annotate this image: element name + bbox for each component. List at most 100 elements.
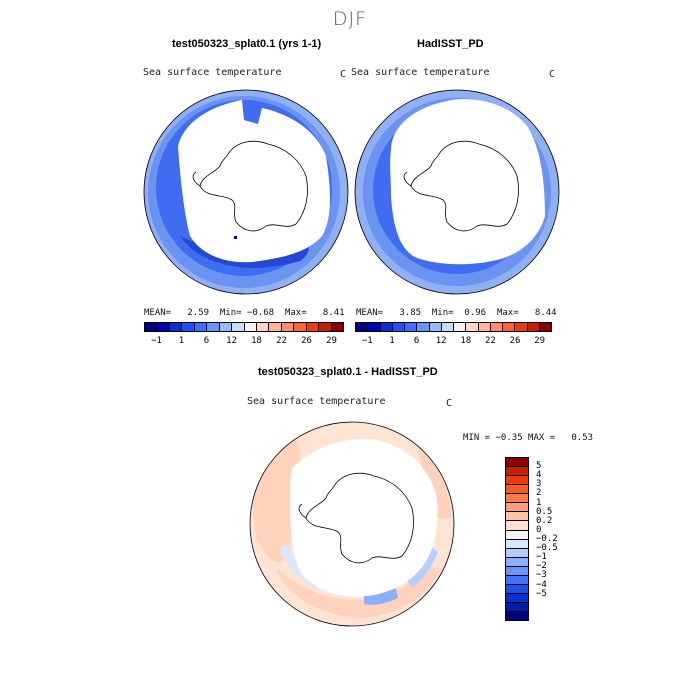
- right-colorbar-swatch-5: [417, 323, 430, 331]
- right-colorbar-swatch-13: [515, 323, 528, 331]
- left-colorbar-tick-label: 22: [276, 336, 287, 346]
- right-colorbar-tick-label: 18: [460, 336, 472, 346]
- diff-colorbar-label: −0.2: [536, 534, 558, 544]
- right-colorbar-swatch-9: [466, 323, 479, 331]
- left-colorbar-swatch-14: [319, 323, 332, 331]
- right-panel-title: HadISST_PD: [417, 38, 484, 50]
- left-colorbar-swatch-15: [331, 323, 343, 331]
- diff-colorbar-label: 3: [536, 479, 542, 490]
- diff-panel-unit: C: [446, 398, 453, 409]
- diff-colorbar-swatch-14: [506, 584, 528, 594]
- diff-colorbar-swatch-12: [506, 566, 528, 576]
- left-colorbar-swatch-9: [256, 323, 270, 331]
- right-colorbar-tick-label: 22: [485, 336, 496, 346]
- left-colorbar-ticks: −1 1 6 12 18 22 26 29: [144, 336, 344, 348]
- diff-panel-title: test050323_splat0.1 - HadISST_PD: [258, 366, 438, 378]
- diff-colorbar-label: −0.5: [536, 543, 558, 554]
- season-title: DJF: [332, 8, 368, 30]
- diff-sst-map: [249, 421, 455, 627]
- left-colorbar-swatch-0: [145, 323, 158, 331]
- left-colorbar-swatch-13: [306, 323, 320, 331]
- left-colorbar-swatch-10: [269, 323, 282, 331]
- diff-colorbar-swatch-2: [506, 476, 528, 486]
- diff-colorbar-label: −3: [536, 570, 547, 581]
- right-colorbar-swatch-1: [368, 323, 381, 331]
- diff-colorbar-label: 0: [536, 524, 542, 535]
- diff-colorbar-swatch-16: [506, 603, 528, 613]
- right-colorbar: [355, 322, 552, 332]
- right-colorbar-swatch-10: [478, 323, 491, 331]
- diff-colorbar-swatch-6: [506, 512, 528, 522]
- diff-colorbar-swatch-1: [506, 467, 528, 477]
- diff-colorbar-swatch-7: [506, 521, 528, 531]
- right-colorbar-swatch-12: [503, 323, 516, 331]
- right-colorbar-tick-label: −1: [361, 336, 373, 346]
- diff-panel-subtitle: Sea surface temperature: [247, 396, 386, 407]
- right-colorbar-swatch-8: [454, 323, 467, 331]
- diff-colorbar-label: 4: [536, 470, 542, 481]
- right-colorbar-tick-label: 12: [435, 336, 447, 346]
- right-colorbar-swatch-7: [441, 323, 454, 331]
- left-colorbar-tick-label: 1: [178, 336, 185, 346]
- right-colorbar-tick-label: 6: [413, 336, 420, 346]
- left-colorbar-tick-label: −1: [151, 336, 162, 346]
- left-panel-title: test050323_splat0.1 (yrs 1-1): [172, 38, 322, 50]
- left-colorbar-tick-label: 12: [226, 336, 237, 346]
- left-colorbar-swatch-6: [219, 323, 233, 331]
- diff-colorbar-swatch-17: [506, 612, 528, 621]
- diff-colorbar-label: −4: [536, 579, 547, 590]
- right-colorbar-tick-label: 29: [534, 336, 546, 346]
- right-colorbar-swatch-3: [392, 323, 405, 331]
- right-colorbar-swatch-15: [539, 323, 551, 331]
- diff-colorbar-swatch-13: [506, 575, 528, 585]
- right-sst-map: [354, 89, 560, 295]
- left-panel-stats: MEAN= 2.59 Min= −0.68 Max= 8.41: [144, 308, 345, 318]
- left-colorbar-swatch-11: [281, 323, 295, 331]
- diff-colorbar-swatch-15: [506, 593, 528, 603]
- diff-colorbar-label: 1: [536, 497, 542, 508]
- diff-colorbar: [505, 457, 529, 621]
- right-colorbar-tick-label: 26: [509, 336, 521, 346]
- right-panel-unit: C: [549, 69, 556, 80]
- left-panel-subtitle: Sea surface temperature: [143, 67, 282, 78]
- left-colorbar-tick-label: 6: [203, 336, 210, 346]
- right-colorbar-swatch-11: [490, 323, 503, 331]
- left-colorbar-swatch-5: [207, 323, 220, 331]
- diff-colorbar-label: 0.5: [536, 506, 553, 517]
- left-colorbar-swatch-4: [194, 323, 208, 331]
- diff-colorbar-swatch-5: [506, 503, 528, 513]
- diff-colorbar-swatch-10: [506, 548, 528, 558]
- left-colorbar-tick-label: 26: [301, 336, 312, 346]
- right-colorbar-swatch-4: [405, 323, 418, 331]
- left-colorbar-swatch-8: [244, 323, 257, 331]
- left-colorbar-swatch-12: [294, 323, 307, 331]
- right-colorbar-swatch-14: [527, 323, 540, 331]
- diff-colorbar-label: 2: [536, 488, 542, 499]
- right-panel-stats: MEAN= 3.85 Min= 0.96 Max= 8.44: [356, 308, 557, 318]
- left-colorbar-tick-label: 18: [251, 336, 262, 346]
- diff-colorbar-labels: 5 4 3 2 1 0.5 0.2 0 −0.2 −0.5 −1 −2 −3 −4 −5: [536, 457, 576, 621]
- left-colorbar-swatch-2: [169, 323, 183, 331]
- diff-colorbar-swatch-4: [506, 494, 528, 504]
- left-colorbar: [144, 322, 344, 332]
- right-colorbar-swatch-0: [356, 323, 369, 331]
- left-colorbar-tick-label: 29: [326, 336, 337, 346]
- diff-colorbar-swatch-3: [506, 485, 528, 495]
- diff-colorbar-label: −5: [536, 588, 547, 599]
- right-colorbar-tick-label: 1: [389, 336, 395, 346]
- right-colorbar-swatch-6: [429, 323, 442, 331]
- left-colorbar-swatch-1: [157, 323, 170, 331]
- right-panel-subtitle: Sea surface temperature: [351, 67, 490, 78]
- right-colorbar-ticks: −1 1 6 12 18 22 26 29: [355, 336, 552, 348]
- diff-colorbar-label: 0.2: [536, 515, 553, 526]
- right-colorbar-swatch-2: [380, 323, 393, 331]
- diff-colorbar-swatch-8: [506, 530, 528, 540]
- diff-colorbar-label: 5: [536, 461, 542, 472]
- left-colorbar-swatch-3: [182, 323, 195, 331]
- diff-colorbar-label: −1: [536, 552, 547, 563]
- diff-colorbar-swatch-11: [506, 557, 528, 567]
- left-sst-map: [143, 89, 349, 295]
- diff-colorbar-swatch-9: [506, 539, 528, 549]
- left-colorbar-swatch-7: [232, 323, 245, 331]
- left-panel-unit: C: [340, 69, 347, 80]
